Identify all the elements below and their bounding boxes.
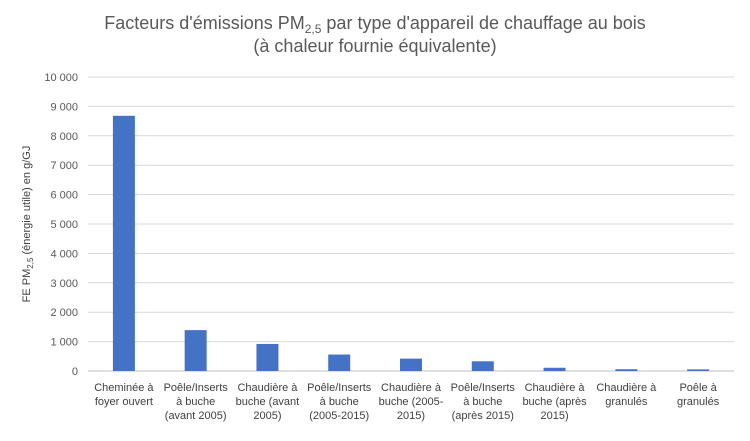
y-tick-label: 7 000: [50, 160, 78, 172]
x-category-label-line: (après 2015): [452, 410, 514, 422]
x-category-label-line: buche (avant: [236, 396, 300, 408]
x-category-label-line: Poêle à: [679, 382, 717, 394]
bar: [400, 358, 422, 371]
x-category-label-line: (avant 2005): [165, 410, 227, 422]
bar: [328, 354, 351, 371]
x-category-label: Poêle/Inserts à buche (avant 2005): [164, 382, 229, 422]
y-axis-ticks: 0 1 000 2 000 3 000 4 000 5 000 6 000 7 000 8 00…: [44, 72, 78, 378]
x-category-label: Chaudière à buche (avant 2005): [236, 382, 300, 422]
x-category-label-line: Chaudière à: [381, 382, 442, 394]
x-category-label-line: Poêle/Inserts: [164, 382, 229, 394]
x-category-label-line: Poêle/Inserts: [451, 382, 516, 394]
y-axis-label: FE PM2,5 (énergie utile) en g/GJ: [21, 146, 35, 303]
y-tick-label: 4 000: [50, 248, 78, 260]
y-tick-label: 10 000: [44, 72, 78, 84]
chart-title-subscript: 2,5: [305, 22, 322, 36]
bar: [687, 369, 710, 371]
x-category-label: Poêle/Inserts à buche (après 2015): [451, 382, 516, 422]
x-category-label-line: 2015): [540, 410, 568, 422]
x-category-label-line: Cheminée à: [94, 382, 154, 394]
x-category-label-line: foyer ouvert: [95, 396, 153, 408]
y-axis-label-rest: (énergie utile) en g/GJ: [21, 146, 33, 258]
x-category-label-line: (2005-2015): [309, 410, 369, 422]
y-axis-label-subscript: 2,5: [26, 257, 35, 269]
y-tick-label: 5 000: [50, 219, 78, 231]
x-category-label: Poêle/Inserts à buche (2005-2015): [307, 382, 372, 422]
x-category-label: Chaudière à buche (2005- 2015): [379, 382, 444, 422]
x-category-label-line: à buche: [463, 396, 502, 408]
x-category-label-line: Chaudière à: [525, 382, 586, 394]
y-tick-label: 3 000: [50, 278, 78, 290]
bars: [112, 115, 710, 371]
x-category-label-line: buche (après: [522, 396, 587, 408]
y-tick-label: 8 000: [50, 131, 78, 143]
chart-title: Facteurs d'émissions PM2,5 par type d'ap…: [104, 13, 646, 36]
chart-title-main: Facteurs d'émissions PM: [104, 13, 305, 33]
bar: [184, 330, 207, 371]
y-tick-label: 0: [72, 366, 78, 378]
bar: [543, 367, 566, 371]
x-category-label-line: à buche: [320, 396, 359, 408]
y-tick-label: 1 000: [50, 337, 78, 349]
bar: [112, 115, 135, 371]
x-category-label-line: 2005): [253, 410, 281, 422]
x-axis-categories: Cheminée à foyer ouvert Poêle/Inserts à buc…: [94, 382, 719, 422]
bar: [256, 343, 279, 371]
x-category-label-line: Chaudière à: [237, 382, 298, 394]
y-tick-label: 6 000: [50, 190, 78, 202]
y-axis-label-main: FE PM: [21, 269, 33, 303]
chart-title-rest: par type d'appareil de chauffage au bois: [321, 13, 645, 33]
y-tick-label: 9 000: [50, 101, 78, 113]
x-category-label: Chaudière à buche (après 2015): [522, 382, 587, 422]
x-category-label-line: granulés: [677, 396, 720, 408]
x-category-label-line: à buche: [176, 396, 215, 408]
bar: [615, 369, 638, 371]
gridlines: [88, 76, 734, 372]
x-category-label: Cheminée à foyer ouvert: [94, 382, 154, 408]
x-category-label: Chaudière à granulés: [596, 382, 657, 408]
x-category-label-line: granulés: [605, 396, 648, 408]
x-category-label-line: Poêle/Inserts: [307, 382, 372, 394]
x-category-label-line: buche (2005-: [379, 396, 444, 408]
x-category-label-line: Chaudière à: [596, 382, 657, 394]
chart-subtitle: (à chaleur fournie équivalente): [253, 36, 496, 56]
y-tick-label: 2 000: [50, 307, 78, 319]
x-category-label: Poêle à granulés: [677, 382, 720, 408]
x-category-label-line: 2015): [397, 410, 425, 422]
bar: [471, 361, 494, 371]
